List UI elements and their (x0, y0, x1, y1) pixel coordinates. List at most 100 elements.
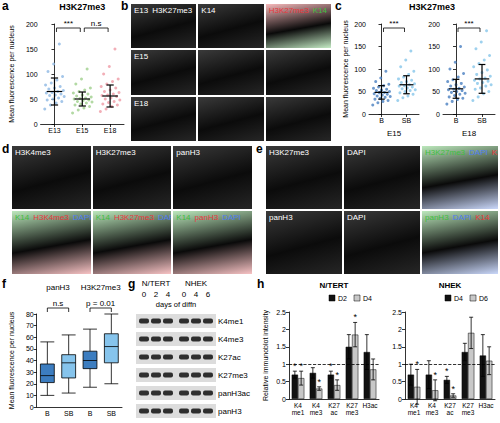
svg-text:2: 2 (282, 326, 286, 333)
svg-text:K27me3: K27me3 (218, 371, 248, 380)
svg-text:1.5: 1.5 (276, 343, 286, 350)
svg-text:0: 0 (182, 290, 187, 299)
svg-text:Mean fluorescence per nucleus: Mean fluorescence per nucleus (8, 25, 16, 123)
svg-text:H3ac: H3ac (478, 402, 494, 409)
svg-text:50: 50 (26, 345, 34, 352)
svg-text:50: 50 (432, 88, 440, 95)
svg-text:H3K27me3: H3K27me3 (81, 283, 122, 292)
svg-text:40: 40 (26, 357, 34, 364)
svg-text:H3K27me3: H3K27me3 (409, 2, 455, 12)
svg-text:0: 0 (30, 404, 34, 411)
svg-text:0: 0 (362, 111, 366, 118)
svg-text:6: 6 (206, 290, 211, 299)
svg-text:B: B (454, 117, 459, 124)
svg-text:E13: E13 (48, 127, 61, 134)
svg-text:SB: SB (107, 410, 117, 417)
svg-text:*: * (415, 359, 419, 369)
svg-text:NHEK: NHEK (185, 279, 208, 288)
svg-text:4: 4 (166, 290, 171, 299)
svg-text:K27: K27 (462, 402, 474, 409)
svg-text:H3ac: H3ac (362, 402, 378, 409)
svg-text:K4: K4 (428, 402, 436, 409)
svg-text:0.5: 0.5 (276, 378, 286, 385)
svg-text:*: * (445, 366, 449, 376)
svg-text:N/TERT: N/TERT (320, 281, 349, 290)
svg-text:***: *** (389, 19, 398, 28)
svg-text:50: 50 (30, 96, 38, 103)
svg-text:30: 30 (26, 369, 34, 376)
svg-text:p = 0.01: p = 0.01 (86, 299, 116, 308)
svg-text:100: 100 (428, 66, 440, 73)
svg-text:panH3ac: panH3ac (218, 389, 250, 398)
svg-text:150: 150 (354, 43, 366, 50)
svg-text:me3: me3 (310, 409, 323, 416)
svg-text:0: 0 (142, 290, 147, 299)
svg-text:Mean fluorescence per nucleus: Mean fluorescence per nucleus (8, 311, 16, 409)
svg-text:K4: K4 (312, 402, 320, 409)
svg-text:200: 200 (428, 21, 440, 28)
svg-text:K4me1: K4me1 (218, 317, 244, 326)
svg-text:1.5: 1.5 (392, 343, 402, 350)
svg-text:2.5: 2.5 (276, 309, 286, 316)
svg-text:ac: ac (447, 409, 455, 416)
svg-text:0: 0 (34, 121, 38, 128)
svg-text:B: B (88, 410, 93, 417)
svg-text:panH3: panH3 (218, 407, 242, 416)
svg-text:1: 1 (398, 361, 402, 368)
svg-text:D6: D6 (479, 295, 488, 302)
svg-text:1: 1 (282, 361, 286, 368)
svg-text:2: 2 (154, 290, 159, 299)
svg-text:D4: D4 (454, 295, 463, 302)
svg-text:200: 200 (26, 21, 38, 28)
svg-text:0: 0 (282, 396, 286, 403)
svg-text:50: 50 (358, 88, 366, 95)
svg-text:B: B (45, 410, 50, 417)
svg-text:*: * (317, 377, 321, 387)
svg-text:me3: me3 (462, 409, 475, 416)
svg-text:*: * (329, 361, 333, 371)
svg-text:60: 60 (26, 334, 34, 341)
svg-text:2.5: 2.5 (392, 309, 402, 316)
svg-text:n.s: n.s (53, 299, 64, 308)
svg-text:me1: me1 (292, 409, 305, 416)
svg-text:SB: SB (64, 410, 74, 417)
svg-text:150: 150 (428, 43, 440, 50)
svg-text:0: 0 (436, 111, 440, 118)
svg-text:2: 2 (398, 326, 402, 333)
svg-text:70: 70 (26, 322, 34, 329)
svg-text:80: 80 (26, 311, 34, 318)
svg-text:4: 4 (194, 290, 199, 299)
svg-text:Relative immunoblot intensity: Relative immunoblot intensity (262, 309, 270, 401)
svg-text:E15: E15 (76, 127, 89, 134)
svg-text:K27: K27 (346, 402, 358, 409)
svg-text:NHEK: NHEK (439, 281, 462, 290)
svg-text:20: 20 (26, 380, 34, 387)
svg-text:*: * (335, 370, 339, 380)
svg-text:*: * (299, 361, 303, 371)
svg-text:100: 100 (354, 66, 366, 73)
svg-text:D2: D2 (338, 295, 347, 302)
svg-text:me3: me3 (426, 409, 439, 416)
svg-text:SB: SB (477, 117, 487, 124)
svg-text:K27: K27 (444, 402, 456, 409)
svg-text:0.5: 0.5 (392, 378, 402, 385)
svg-text:K27ac: K27ac (218, 353, 241, 362)
svg-text:me1: me1 (408, 409, 421, 416)
svg-text:N/TERT: N/TERT (142, 279, 171, 288)
svg-text:K4: K4 (294, 402, 302, 409)
svg-text:ac: ac (331, 409, 339, 416)
svg-text:*: * (451, 384, 455, 394)
svg-text:D4: D4 (363, 295, 372, 302)
svg-text:Mean fluorescence per nucleus: Mean fluorescence per nucleus (342, 20, 350, 118)
svg-text:*: * (293, 361, 297, 371)
svg-text:E18: E18 (462, 129, 477, 138)
svg-text:me3: me3 (346, 409, 359, 416)
svg-text:200: 200 (354, 21, 366, 28)
svg-text:SB: SB (402, 117, 412, 124)
svg-text:panH3: panH3 (46, 283, 70, 292)
svg-text:***: *** (64, 19, 73, 28)
svg-text:n.s: n.s (91, 19, 102, 28)
svg-text:150: 150 (26, 46, 38, 53)
svg-text:E18: E18 (104, 127, 117, 134)
svg-text:K27: K27 (328, 402, 340, 409)
